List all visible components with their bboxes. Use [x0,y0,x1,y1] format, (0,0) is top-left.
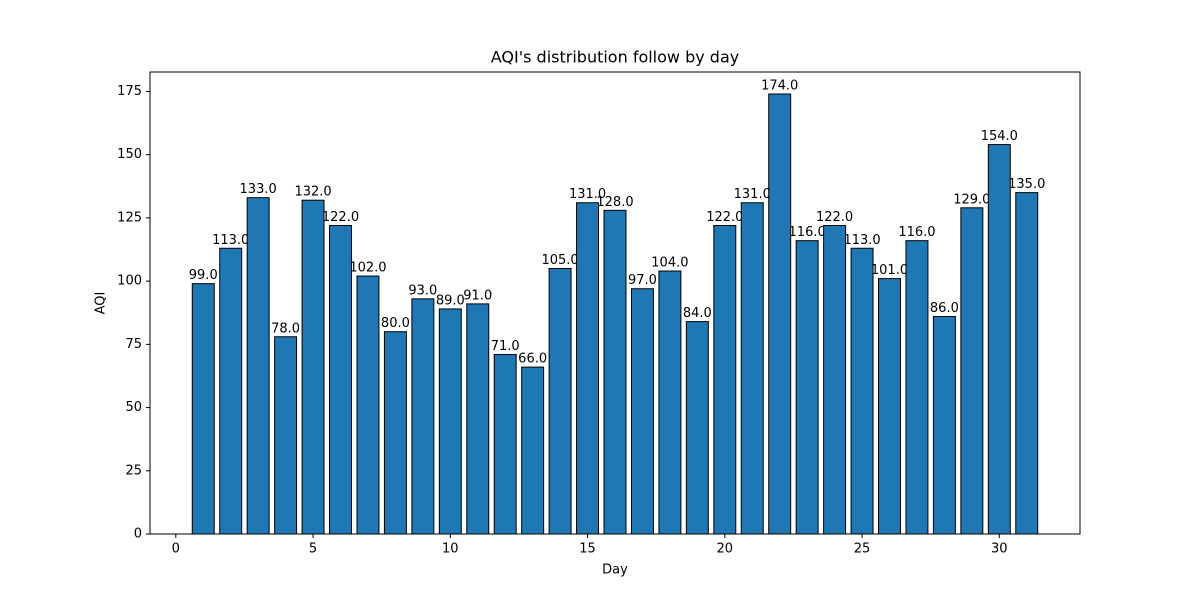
value-label: 131.0 [734,187,771,202]
value-label: 128.0 [596,195,633,210]
y-tick-label: 25 [125,463,142,478]
x-tick-label: 10 [442,542,459,557]
bar [932,316,956,535]
value-label: 71.0 [491,339,520,354]
value-label: 97.0 [628,273,657,288]
value-label: 116.0 [789,225,826,240]
bar [795,240,819,535]
bar [630,288,654,535]
bar [219,247,243,535]
value-label: 89.0 [436,293,465,308]
bar [383,331,407,535]
value-label: 122.0 [706,210,743,225]
y-axis-label: AQI [94,292,109,315]
x-tick-label: 30 [991,542,1008,557]
bar [411,298,435,535]
bar [576,202,600,535]
value-label: 133.0 [240,182,277,197]
value-label: 132.0 [294,185,331,200]
bar [713,224,737,535]
x-axis-label: Day [602,563,628,578]
bar [905,240,929,535]
value-label: 116.0 [898,225,935,240]
bar [768,93,792,535]
bar [740,202,764,535]
value-label: 105.0 [541,253,578,268]
x-tick-label: 0 [172,542,180,557]
value-label: 101.0 [871,263,908,278]
bar [466,303,490,535]
bar [960,207,984,535]
value-label: 174.0 [761,79,798,94]
bar [987,144,1011,535]
y-tick-label: 50 [125,400,142,415]
value-label: 135.0 [1008,177,1045,192]
bar [246,197,270,535]
y-tick-label: 75 [125,337,142,352]
bar [603,209,627,535]
x-tick-label: 5 [309,542,317,557]
value-label: 102.0 [349,261,386,276]
bar [548,267,572,535]
bar [521,366,545,535]
x-tick-label: 15 [579,542,596,557]
value-label: 131.0 [569,187,606,202]
value-label: 78.0 [271,321,300,336]
x-tick-label: 20 [717,542,734,557]
value-label: 66.0 [518,352,547,367]
value-label: 122.0 [816,210,853,225]
value-label: 113.0 [843,233,880,248]
value-label: 154.0 [981,129,1018,144]
bar [493,353,517,535]
value-label: 113.0 [212,233,249,248]
bar [438,308,462,535]
value-label: 99.0 [189,268,218,283]
value-label: 86.0 [930,301,959,316]
bar [658,270,682,535]
y-tick-label: 0 [134,527,142,542]
chart-title: AQI's distribution follow by day [491,48,739,67]
y-tick-label: 100 [117,274,142,289]
bar [1015,192,1039,535]
value-label: 104.0 [651,256,688,271]
bar [878,278,901,535]
bar [356,275,380,535]
value-label: 93.0 [408,283,437,298]
value-label: 80.0 [381,316,410,331]
value-label: 84.0 [683,306,712,321]
x-tick-label: 25 [854,542,871,557]
plot-frame [149,71,1081,535]
bar [850,247,874,535]
value-label: 122.0 [322,210,359,225]
bar [685,321,709,535]
bar [274,336,298,535]
bar [301,199,325,535]
y-tick-label: 175 [117,84,142,99]
bar [329,224,352,535]
y-tick-label: 125 [117,210,142,225]
y-tick-label: 150 [117,147,142,162]
bar [823,224,847,535]
value-label: 91.0 [463,288,492,303]
bar [191,283,215,535]
value-label: 129.0 [953,192,990,207]
